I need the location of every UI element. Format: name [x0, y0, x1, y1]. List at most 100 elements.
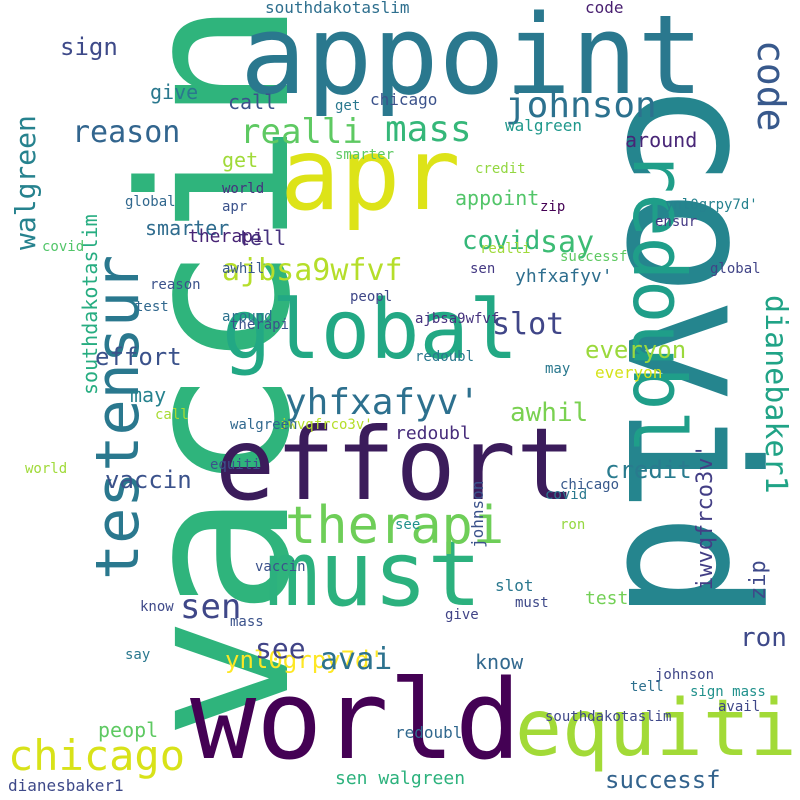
word-may-2: may — [545, 361, 571, 377]
word-tell: tell — [238, 226, 287, 250]
word-peopl: peopl — [98, 718, 159, 742]
word-avail: avail — [718, 699, 761, 715]
word-redoubl-2: redoubl — [395, 423, 471, 444]
word-global-3: global — [710, 261, 761, 277]
word-mass: mass — [385, 109, 472, 150]
word-give-2: give — [445, 607, 479, 623]
word-around: around — [625, 128, 698, 152]
word-redoubl-4: redoubl — [415, 349, 475, 365]
word-effort: effort — [215, 406, 577, 523]
word-redoubl-3: redoubl — [395, 723, 463, 742]
word-appoint: appoint — [240, 0, 704, 119]
word-everyon-2: everyon — [595, 363, 663, 382]
word-redoubl: redoubl — [617, 150, 701, 454]
word-reason-2: reason — [150, 277, 201, 293]
word-walgreen-2: walgreen — [505, 116, 583, 135]
word-effort-2: effort — [95, 343, 182, 371]
word-sen-2: sen — [470, 261, 496, 277]
word-everyon: everyon — [585, 336, 687, 364]
word-zip: zip — [746, 560, 771, 600]
word-ron: ron — [740, 623, 787, 653]
word-walgreen: walgreen — [9, 115, 42, 250]
word-slot: slot — [492, 307, 565, 342]
word-global: global — [222, 283, 519, 378]
word-equiti: equiti — [515, 684, 797, 774]
word-know-2: know — [140, 599, 174, 615]
word-vaccin-3: vaccin — [255, 559, 306, 575]
word-ajbsa9wfvf: ajbsa9wfvf — [222, 253, 403, 288]
word-call-2: call — [155, 407, 189, 423]
word-see: see — [255, 632, 306, 665]
word-mass-2: mass — [230, 614, 264, 630]
word-tell-2: tell — [630, 679, 664, 695]
word-dianesbaker1: dianesbaker1 — [8, 776, 124, 795]
word-therapi-2: therapi — [188, 226, 264, 247]
word-see-2: see — [395, 517, 421, 533]
word-peopl-2: peopl — [350, 289, 393, 305]
word-iwvqfrco3v: iwvqfrco3v' — [693, 444, 718, 590]
word-covid-4: covid — [545, 487, 588, 503]
word-get: get — [222, 148, 259, 172]
word-realli-2: realli — [480, 241, 531, 257]
word-realli: realli — [240, 112, 363, 152]
word-global-2: global — [125, 194, 176, 210]
word-johnson: johnson — [505, 85, 657, 126]
word-world: world — [190, 656, 522, 784]
word-sign: sign — [60, 33, 118, 61]
word-smarter: smarter — [145, 216, 230, 240]
word-around-2: around — [222, 309, 273, 325]
word-chicago-2: chicago — [370, 90, 438, 109]
word-yhfxafyv-2: yhfxafyv' — [515, 266, 613, 287]
word-covid-2: covid — [462, 226, 541, 256]
word-ynl0grpy7d-2: ynl0grpy7d' — [665, 197, 758, 213]
word-ajbsa9wfvf-2: ajbsa9wfvf — [415, 311, 500, 327]
word-successf: successf — [605, 766, 721, 794]
word-sen: sen — [180, 587, 242, 627]
word-southdakotaslim-3: southdakotaslim — [545, 709, 672, 725]
word-credit-2: credit — [475, 161, 526, 177]
word-dianebaker1: dianebaker1 — [758, 295, 793, 494]
word-code-2: code — [585, 0, 624, 17]
word-ron-2: ron — [560, 517, 586, 533]
word-must-2: must — [515, 595, 549, 611]
word-sign-mass: sign mass — [690, 684, 766, 700]
word-vaccin-2: vaccin — [105, 466, 192, 494]
word-smarter-2: smarter — [335, 147, 395, 163]
word-yhfxafyv: yhfxafyv' — [285, 382, 481, 423]
word-know: know — [475, 650, 524, 674]
word-iwvqfrco3v-2: iwvqfrco3v' — [280, 417, 373, 433]
word-call: call — [228, 90, 277, 114]
word-johnson-2: johnson — [468, 480, 487, 548]
word-world-3: world — [25, 461, 68, 477]
word-code: code — [749, 40, 793, 132]
word-may: may — [130, 383, 167, 407]
word-zip-2: zip — [540, 199, 566, 215]
word-give: give — [150, 80, 199, 104]
word-test-2: test — [135, 299, 169, 315]
word-say: say — [540, 225, 595, 260]
word-must: must — [265, 522, 482, 627]
word-get-2: get — [335, 98, 361, 114]
word-appoint-2: appoint — [455, 186, 540, 210]
word-equiti-2: equiti — [210, 457, 261, 473]
word-johnson-3: johnson — [655, 667, 715, 683]
word-apr-2: apr — [222, 199, 248, 215]
word-avai: avai — [320, 642, 393, 677]
word-therapi: therapi — [285, 496, 505, 556]
word-awhil-2: awhil — [222, 261, 265, 277]
word-say-2: say — [125, 647, 151, 663]
word-southdakotaslim-2: southdakotaslim — [265, 0, 410, 17]
word-ynl0grpy7d: ynl0grpy7d' — [225, 646, 384, 674]
word-therapi-3: therapi — [230, 317, 290, 333]
word-apr: apr — [280, 116, 461, 233]
word-walgreen-3: walgreen — [230, 417, 298, 433]
word-sen-walgreen: sen walgreen — [335, 768, 466, 789]
word-chicago-3: chicago — [560, 477, 620, 493]
word-chicago: chicago — [8, 731, 186, 780]
word-slot-2: slot — [495, 576, 534, 595]
word-credit: credit — [605, 456, 692, 484]
word-covid-3: covid — [42, 239, 85, 255]
word-world-2: world — [222, 181, 265, 197]
word-test: test — [585, 588, 629, 609]
